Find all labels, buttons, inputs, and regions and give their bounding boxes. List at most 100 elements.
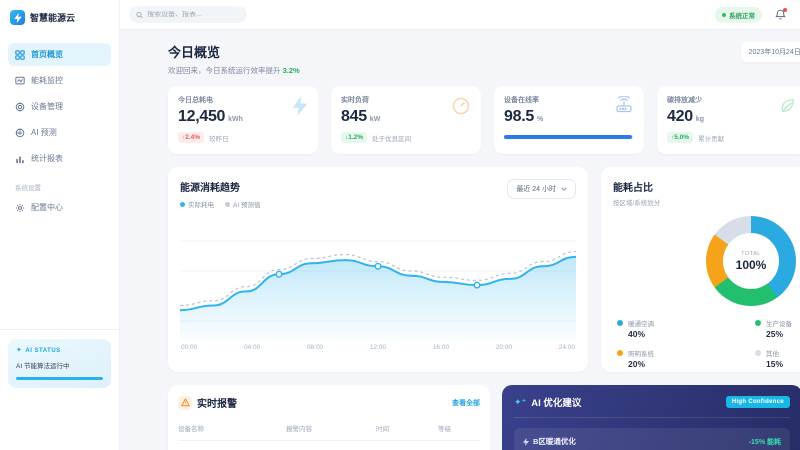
donut-center: TOTAL 100%: [723, 233, 779, 289]
realtime-alarms-card: 实时报警 查看全部 设备名称 报警内容 时间 等级 HVAC-02 (2号冷机)…: [168, 385, 490, 450]
kpi-note: 较昨日: [209, 135, 229, 143]
kpi-note: 处于优良区间: [372, 135, 412, 143]
notifications-button[interactable]: [775, 8, 787, 20]
leaf-icon: [778, 96, 797, 115]
kpi-label: 设备在线率: [504, 97, 539, 104]
sparkles-icon: ✦⁺: [514, 396, 527, 407]
alarm-time: 10:42 AM: [376, 446, 438, 450]
brand: 智慧能源云: [8, 8, 111, 33]
ai-status-progressbar: [16, 377, 103, 380]
legend-value: 15%: [766, 359, 784, 369]
ai-status-title: AI STATUS: [25, 347, 61, 354]
x-tick: 16:00: [432, 344, 450, 351]
time-range-label: 最近 24 小时: [516, 186, 556, 193]
legend-value: 40%: [628, 329, 646, 339]
bottom-row: 实时报警 查看全部 设备名称 报警内容 时间 等级 HVAC-02 (2号冷机)…: [168, 385, 800, 450]
donut-legend-item: 暖通空调 40%: [617, 318, 747, 339]
sidebar-item-reports[interactable]: 统计报表: [8, 147, 111, 170]
kpi-value: 420: [667, 108, 693, 125]
x-tick: 04:00: [243, 344, 261, 351]
suggestion-impact: -15% 能耗: [748, 438, 781, 446]
bar-chart-icon: [16, 156, 24, 163]
donut-center-value: 100%: [735, 257, 767, 272]
kpi-delta-badge: ↓1.2%: [341, 132, 368, 143]
x-tick: 00:00: [181, 344, 198, 351]
kpi-value: 12,450: [178, 108, 226, 125]
topbar-right: 系统正常: [715, 6, 787, 23]
legend-dot: [617, 320, 623, 326]
kpi-delta-badge: ↑5.0%: [667, 132, 694, 143]
sidebar-item-energy-monitor[interactable]: 能耗监控: [8, 69, 111, 92]
legend-label: 其他: [766, 351, 779, 358]
kpi-card-carbon-reduction: 碳排放减少 420 kg ↑5.0% 累计贡献: [657, 86, 800, 154]
sidebar-item-overview[interactable]: 首页概览: [8, 43, 111, 66]
search-box[interactable]: [129, 6, 247, 23]
view-all-link[interactable]: 查看全部: [452, 399, 480, 407]
column-header: 时间: [376, 423, 438, 441]
sidebar-item-ai-forecast[interactable]: AI 预测: [8, 121, 111, 144]
column-header: 报警内容: [286, 423, 376, 441]
page-header: 今日概览 欢迎回来，今日系统运行效率提升 3.2% 2023年10月24日 · …: [168, 42, 800, 76]
x-tick: 20:00: [495, 344, 513, 351]
kpi-row: 今日总耗电 12,450 kWh ↑2.4% 较昨日 实时负荷 845 kW: [168, 86, 800, 154]
time-range-dropdown[interactable]: 最近 24 小时: [507, 179, 576, 199]
donut-center-label: TOTAL: [741, 250, 761, 257]
legend-dot: [755, 320, 761, 326]
kpi-label: 今日总耗电: [178, 97, 213, 104]
donut-legend-item: 照明系统 20%: [617, 348, 747, 369]
lightning-icon: [292, 96, 308, 116]
legend-value: 20%: [628, 359, 646, 369]
legend-item-predicted: AI 预测值: [225, 199, 260, 209]
sidebar-item-label: 配置中心: [31, 203, 63, 212]
sidebar-item-config-center[interactable]: 配置中心: [8, 196, 111, 219]
donut-legend-item: 生产设备 25%: [755, 318, 800, 339]
ai-status-text: AI 节能算法运行中: [16, 363, 70, 370]
column-header: 等级: [438, 423, 480, 441]
chart-area-fill: [180, 256, 576, 341]
search-input[interactable]: [147, 11, 240, 18]
suggestion-title: B区暖通优化: [533, 437, 576, 446]
bolt-icon: [523, 437, 529, 446]
trend-title: 能源消耗趋势: [180, 183, 240, 194]
ai-suggestion-item[interactable]: B区暖通优化 -15% 能耗 检测到B区人员密度降低，建议调高空调设定温度 2°…: [514, 428, 790, 450]
kpi-unit: kWh: [228, 116, 243, 123]
energy-share-card: 能耗占比 按区域/系统划分 TOTAL 100% 暖通空调: [601, 167, 800, 372]
alarm-table-row[interactable]: HVAC-02 (2号冷机) 回水温度过高 10:42 AM 警告: [178, 441, 480, 450]
sidebar-item-label: 统计报表: [31, 154, 63, 163]
kpi-unit: kg: [695, 116, 704, 123]
ai-status-card: ✦ AI STATUS AI 节能算法运行中: [8, 339, 111, 388]
x-tick: 24:00: [558, 344, 575, 351]
ai-suggestions-card: ✦⁺ AI 优化建议 High Confidence B区暖通优化 -15% 能…: [502, 385, 800, 450]
donut-title: 能耗占比: [613, 183, 653, 194]
x-axis-ticks: 00:00 04:00 08:00 12:00 16:00 20:00 24:0…: [180, 344, 576, 351]
energy-donut-chart: TOTAL 100%: [706, 216, 796, 306]
system-status-label: 系统正常: [729, 12, 755, 20]
alarms-table: 设备名称 报警内容 时间 等级 HVAC-02 (2号冷机) 回水温度过高 10…: [178, 423, 480, 450]
x-tick: 08:00: [306, 344, 324, 351]
charts-row: 能源消耗趋势 实际耗电 AI 预测值 最近 24 小时: [168, 167, 800, 372]
kpi-card-device-online-rate: 设备在线率 98.5 %: [494, 86, 644, 154]
legend-dot-predicted: [225, 201, 230, 207]
trend-legend: 实际耗电 AI 预测值: [180, 199, 576, 209]
sidebar-item-device-mgmt[interactable]: 设备管理: [8, 95, 111, 118]
energy-trend-card: 能源消耗趋势 实际耗电 AI 预测值 最近 24 小时: [168, 167, 588, 372]
grid-icon: [15, 49, 25, 60]
sidebar-item-label: 能耗监控: [31, 76, 63, 85]
ai-status-title-row: ✦ AI STATUS: [16, 347, 103, 354]
kpi-unit: %: [536, 116, 544, 123]
kpi-card-realtime-load: 实时负荷 845 kW ↓1.2% 处于优良区间: [331, 86, 481, 154]
kpi-value: 98.5: [504, 108, 534, 125]
x-tick: 12:00: [369, 344, 387, 351]
legend-value: 25%: [766, 329, 784, 339]
alarms-table-header: 设备名称 报警内容 时间 等级: [178, 423, 480, 441]
donut-legend: 暖通空调 40% 生产设备 25% 照明系统 20%: [613, 318, 800, 369]
column-header: 设备名称: [178, 423, 286, 441]
alarm-device: HVAC-02 (2号冷机): [178, 444, 286, 450]
system-status-badge: 系统正常: [715, 6, 762, 23]
lightning-logo-icon: [10, 10, 25, 25]
alarm-content: 回水温度过高: [286, 444, 376, 450]
online-rate-progressbar: [504, 135, 634, 139]
kpi-value: 845: [341, 108, 367, 125]
kpi-label: 实时负荷: [341, 97, 369, 104]
legend-dot: [755, 350, 761, 356]
